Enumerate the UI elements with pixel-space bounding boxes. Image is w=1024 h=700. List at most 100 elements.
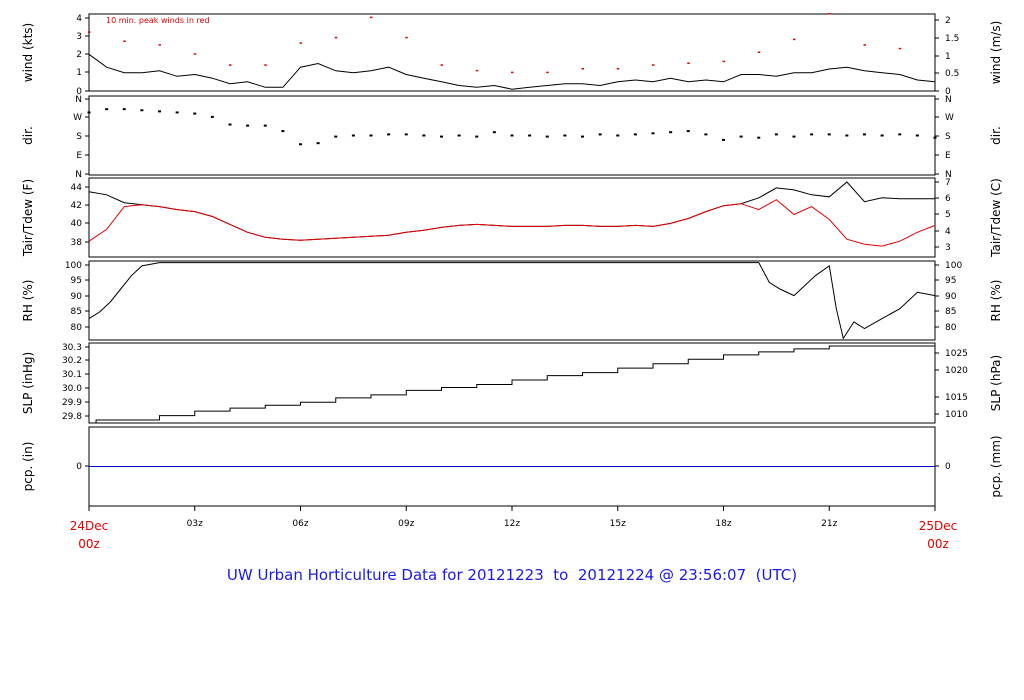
dir-point bbox=[404, 133, 408, 136]
peak-wind-point bbox=[405, 36, 408, 39]
rh-panel: RH (%) RH (%) 80 85 90 95 100 80 85 90 95 100 bbox=[21, 260, 1003, 341]
peak-wind-point bbox=[652, 64, 655, 66]
dir-point bbox=[105, 108, 109, 111]
slp-ytick-right-label: 1015 bbox=[945, 393, 968, 403]
dir-point bbox=[158, 110, 161, 113]
slp-ytick-label: 30.2 bbox=[62, 356, 82, 366]
wind-ytick-label: 2 bbox=[76, 50, 82, 60]
dir-point bbox=[299, 143, 302, 146]
peak-wind-point bbox=[264, 64, 267, 66]
dir-ytick-right-label: E bbox=[945, 151, 951, 161]
x-end-day: 25Dec bbox=[919, 519, 958, 533]
temp-ytick-right-label: 4 bbox=[945, 227, 951, 237]
dir-point bbox=[933, 136, 937, 139]
dir-point bbox=[510, 134, 514, 137]
slp-ylabel-right: SLP (hPa) bbox=[989, 355, 1003, 411]
wind-panel: wind (kts) wind (m/s) 0 1 2 3 4 0 0.5 1 1.5 2 10 min… bbox=[21, 13, 1003, 97]
dir-point bbox=[440, 135, 443, 138]
x-tick-label: 09z bbox=[398, 519, 414, 529]
x-tick-label: 12z bbox=[504, 519, 520, 529]
temp-ytick-label: 40 bbox=[71, 219, 83, 229]
rh-ylabel-right: RH (%) bbox=[989, 280, 1003, 322]
x-axis: 03z 06z 09z 12z 15z 18z 21z 24Dec 00z 25Dec 00z bbox=[70, 506, 958, 551]
peak-wind-point bbox=[193, 53, 197, 55]
rh-ytick-label: 80 bbox=[71, 323, 83, 333]
dir-point bbox=[581, 135, 584, 138]
peak-wind-point bbox=[546, 71, 549, 74]
rh-ytick-label: 90 bbox=[71, 292, 83, 302]
peak-wind-point bbox=[757, 51, 761, 53]
slp-ytick-label: 30.3 bbox=[62, 343, 82, 353]
dir-point bbox=[598, 133, 602, 136]
x-tick-label: 18z bbox=[715, 519, 731, 529]
temp-ytick-label: 38 bbox=[71, 238, 83, 248]
slp-ytick-label: 30.1 bbox=[62, 370, 82, 380]
wind-ylabel-right: wind (m/s) bbox=[989, 21, 1003, 85]
temp-ytick-right-label: 6 bbox=[945, 194, 951, 204]
rh-series-line bbox=[88, 262, 936, 340]
slp-series-line bbox=[89, 345, 935, 424]
rh-frame bbox=[88, 260, 936, 341]
dir-point bbox=[246, 124, 250, 127]
dir-point bbox=[457, 134, 461, 137]
dir-point bbox=[563, 134, 567, 137]
peak-wind-point bbox=[88, 31, 91, 33]
pcp-panel: pcp. (in) pcp. (mm) 0 0 bbox=[21, 426, 1003, 507]
dir-ytick-label: N bbox=[75, 95, 82, 105]
rh-ytick-right-label: 95 bbox=[945, 276, 956, 286]
dir-point bbox=[87, 111, 91, 114]
wind-ytick-label: 1 bbox=[76, 68, 82, 78]
dir-point bbox=[369, 134, 373, 137]
peak-wind-point bbox=[793, 38, 796, 41]
slp-ytick-right-label: 1025 bbox=[945, 349, 968, 359]
dir-point bbox=[845, 134, 849, 137]
rh-ylabel: RH (%) bbox=[21, 280, 35, 322]
peak-wind-point bbox=[158, 44, 161, 46]
dir-point bbox=[792, 135, 796, 138]
x-tick-label: 21z bbox=[821, 519, 837, 529]
rh-ytick-right-label: 100 bbox=[945, 261, 962, 271]
pcp-ylabel: pcp. (in) bbox=[21, 442, 35, 492]
wind-frame bbox=[88, 13, 936, 92]
dir-ytick-label: W bbox=[73, 113, 82, 123]
dir-point bbox=[863, 133, 866, 136]
slp-ytick-label: 30.0 bbox=[62, 384, 82, 394]
temp-panel: Tair/Tdew (F) Tair/Tdew (C) 38 40 42 44 3 4 5 6 7 bbox=[21, 177, 1003, 258]
dir-point bbox=[827, 133, 831, 136]
dir-ylabel: dir. bbox=[21, 126, 35, 145]
slp-frame bbox=[88, 342, 936, 424]
rh-ytick-label: 85 bbox=[71, 307, 82, 317]
x-tick-label: 06z bbox=[292, 519, 308, 529]
dir-ytick-label: N bbox=[75, 170, 82, 180]
dir-point bbox=[915, 134, 919, 137]
dir-ytick-right-label: W bbox=[945, 113, 954, 123]
slp-ytick-right-label: 1010 bbox=[945, 410, 968, 420]
dir-point bbox=[281, 130, 285, 133]
dir-point bbox=[686, 130, 690, 133]
dir-point bbox=[722, 138, 725, 141]
temp-ytick-right-label: 3 bbox=[945, 243, 951, 253]
x-tick-label: 15z bbox=[610, 519, 626, 529]
slp-ylabel: SLP (inHg) bbox=[21, 352, 35, 414]
slp-ytick-label: 29.9 bbox=[62, 398, 82, 408]
peak-wind-point bbox=[616, 68, 620, 70]
wind-ytick-right-label: 0.5 bbox=[945, 69, 959, 79]
dir-point bbox=[175, 111, 179, 114]
dir-point bbox=[528, 134, 532, 137]
dir-ylabel-right: dir. bbox=[989, 126, 1003, 145]
wind-ytick-right-label: 2 bbox=[945, 16, 951, 26]
slp-ytick-label: 29.8 bbox=[62, 412, 82, 422]
rh-ytick-right-label: 80 bbox=[945, 323, 957, 333]
slp-ytick-right-label: 1020 bbox=[945, 366, 968, 376]
peak-wind-point bbox=[123, 40, 126, 42]
dir-ytick-label: E bbox=[76, 151, 82, 161]
peak-wind-point bbox=[511, 71, 514, 74]
dir-point bbox=[334, 135, 338, 138]
dir-point bbox=[880, 134, 884, 137]
temp-frame bbox=[88, 177, 936, 258]
dir-point bbox=[316, 142, 320, 145]
pcp-ylabel-right: pcp. (mm) bbox=[989, 435, 1003, 497]
dir-ytick-right-label: N bbox=[945, 95, 952, 105]
temp-series-Tair bbox=[88, 181, 935, 241]
